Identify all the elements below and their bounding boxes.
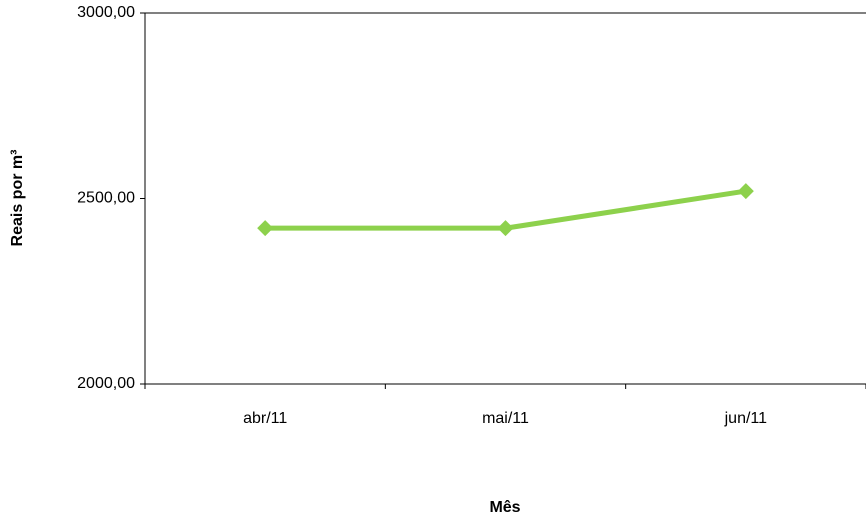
y-axis-title: Reais por m³ (9, 150, 26, 247)
marker (257, 220, 274, 237)
x-tick-label: abr/11 (243, 410, 287, 427)
y-tick-label: 3000,00 (77, 4, 135, 21)
y-tick-label: 2500,00 (77, 190, 135, 207)
marker (497, 220, 514, 237)
x-axis-title: Mês (489, 499, 520, 516)
x-tick-label: jun/11 (724, 410, 768, 427)
y-tick-label: 2000,00 (77, 375, 135, 392)
x-tick-label: mai/11 (482, 410, 529, 427)
marker (737, 183, 754, 200)
